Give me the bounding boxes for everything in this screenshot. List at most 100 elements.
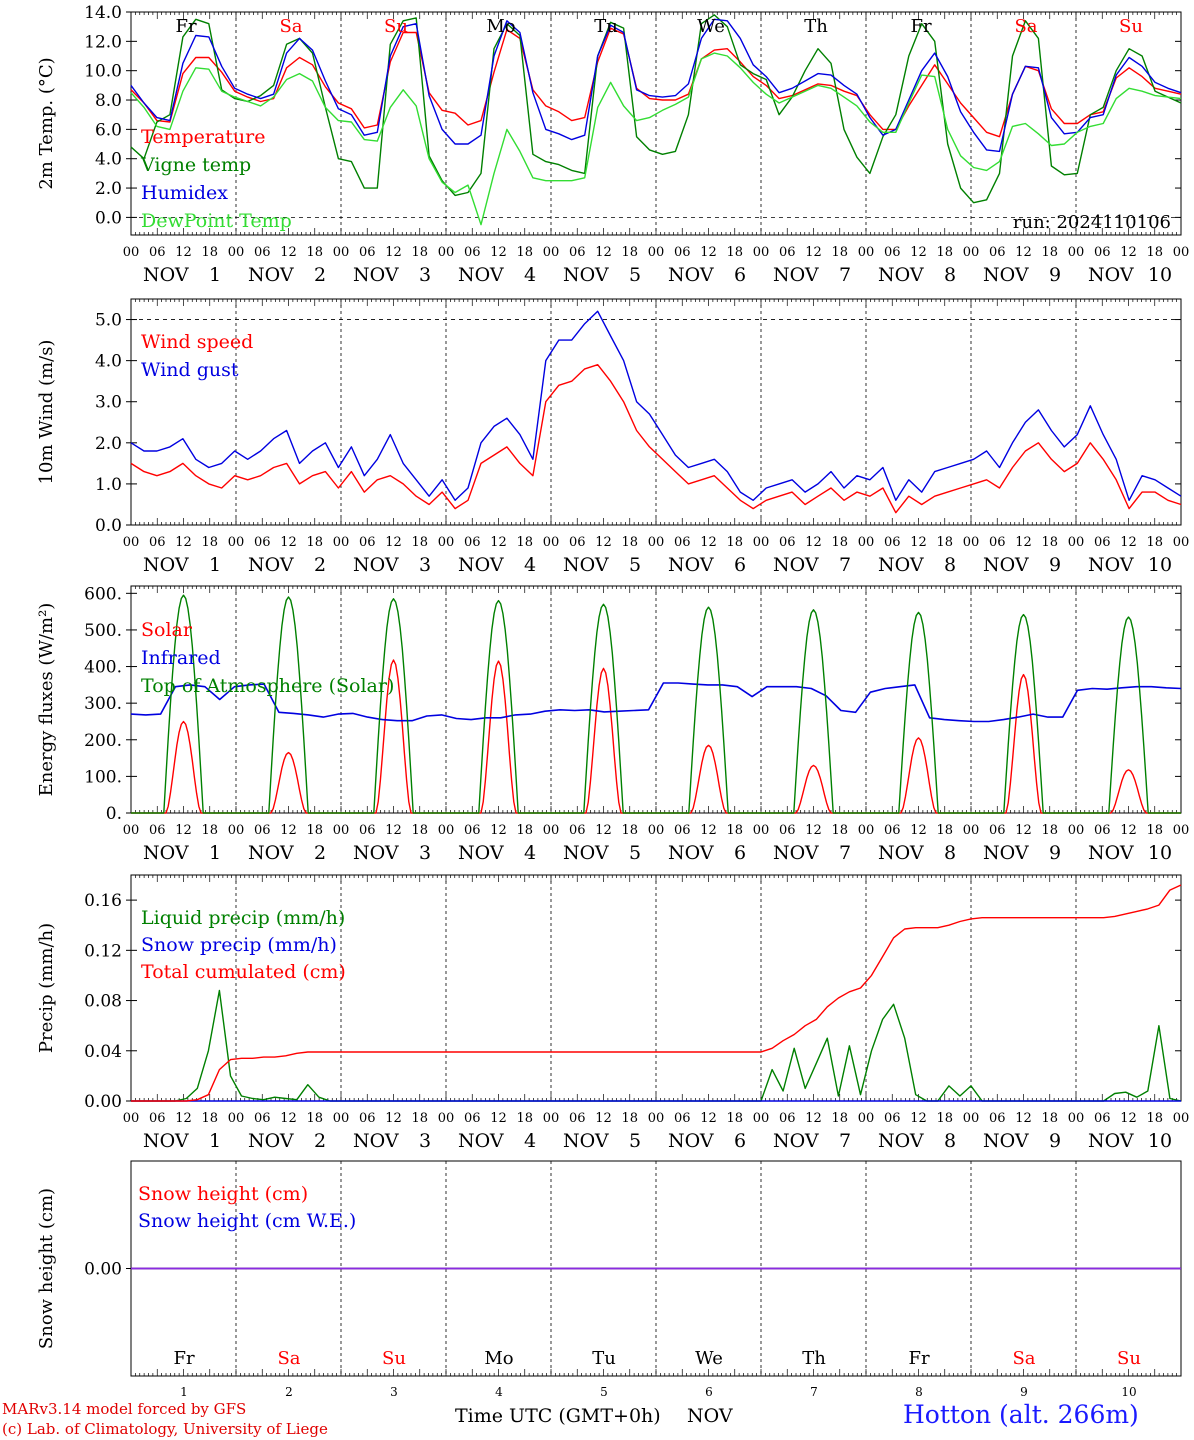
hour-tick-label: 18 [936,1111,953,1126]
month-label: NOV [1088,554,1134,576]
y-tick-label: 400. [84,658,122,678]
y-tick-label: 300. [84,694,122,714]
month-label: NOV [878,554,924,576]
day-number-label: 1 [209,842,221,864]
hour-tick-label: 18 [831,245,848,260]
hour-tick-label: 12 [700,1111,717,1126]
x-axis-title: Time UTC (GMT+0h) [455,1405,661,1427]
day-number-label: 1 [209,1130,221,1152]
hour-tick-label: 06 [884,535,901,550]
day-number-label: 1 [209,264,221,286]
hour-tick-label: 12 [700,535,717,550]
hour-tick-label: 00 [543,1111,560,1126]
legend-entry: Humidex [141,182,228,204]
hour-tick-label: 06 [359,245,376,260]
legend-entry: Vigne temp [140,154,251,176]
series-line-total-cumulated-cm- [131,884,1182,1102]
hour-tick-label: 00 [753,245,770,260]
hour-tick-label: 00 [438,823,455,838]
hour-tick-label: 00 [228,823,245,838]
day-number-label: 5 [600,1385,608,1399]
hour-tick-label: 18 [1041,245,1058,260]
hour-tick-label: 00 [543,245,560,260]
legend-entry: Snow height (cm W.E.) [138,1210,356,1232]
hour-tick-label: 00 [333,245,350,260]
hour-tick-label: 00 [438,245,455,260]
hour-tick-label: 12 [595,1111,612,1126]
day-number-label: 4 [495,1385,503,1399]
day-number-label: 8 [944,554,956,576]
month-label: NOV [983,1130,1029,1152]
hour-tick-label: 00 [123,823,140,838]
day-number-label: 10 [1121,1385,1136,1399]
hour-tick-label: 18 [831,1111,848,1126]
y-tick-label: 1.0 [95,475,122,495]
day-number-label: 5 [629,264,641,286]
hour-tick-label: 12 [490,1111,507,1126]
month-label: NOV [248,264,294,286]
hour-tick-label: 06 [359,1111,376,1126]
day-name-label: Fr [908,1348,929,1369]
y-tick-label: 0.0 [95,516,122,536]
hour-tick-label: 12 [595,245,612,260]
hour-tick-label: 18 [411,245,428,260]
day-name-label: We [697,16,725,37]
month-label: NOV [983,264,1029,286]
hour-tick-label: 18 [726,245,743,260]
hour-tick-label: 12 [1015,1111,1032,1126]
hour-tick-label: 12 [805,535,822,550]
hour-tick-label: 12 [1120,535,1137,550]
day-name-label: Th [804,16,828,37]
y-tick-label: 0.00 [84,1260,122,1280]
month-label: NOV [353,264,399,286]
hour-tick-label: 06 [779,245,796,260]
y-axis-label: 10m Wind (m/s) [36,340,57,485]
location-label: Hotton (alt. 266m) [903,1400,1139,1429]
series-line-wind-speed [130,364,1182,514]
y-tick-label: 5.0 [95,311,122,331]
hour-tick-label: 12 [385,1111,402,1126]
hour-tick-label: 18 [726,823,743,838]
month-label: NOV [1088,842,1134,864]
y-tick-label: 0.0 [95,208,122,228]
hour-tick-label: 12 [280,245,297,260]
day-number-label: 2 [285,1385,293,1399]
day-name-label: Su [384,16,408,37]
day-number-label: 3 [390,1385,398,1399]
month-label: NOV [143,264,189,286]
month-label: NOV [1088,264,1134,286]
hour-tick-label: 18 [306,535,323,550]
hour-tick-label: 06 [359,823,376,838]
hour-tick-label: 12 [175,535,192,550]
hour-tick-label: 18 [516,1111,533,1126]
hour-tick-label: 18 [831,823,848,838]
hour-tick-label: 00 [1173,535,1190,550]
series-line-vigne-temp [130,14,1182,204]
hour-tick-label: 06 [674,1111,691,1126]
hour-tick-label: 12 [280,823,297,838]
hour-tick-label: 12 [805,245,822,260]
y-tick-label: 4.0 [95,150,122,170]
hour-tick-label: 18 [306,1111,323,1126]
hour-tick-label: 12 [175,245,192,260]
hour-tick-label: 18 [516,245,533,260]
day-number-label: 9 [1049,264,1061,286]
panel-precip [126,874,1182,1102]
day-number-label: 3 [419,1130,431,1152]
hour-tick-label: 06 [569,1111,586,1126]
hour-tick-label: 18 [936,245,953,260]
month-label: NOV [563,554,609,576]
hour-tick-label: 12 [175,823,192,838]
hour-tick-label: 12 [490,823,507,838]
day-number-label: 2 [314,554,326,576]
hour-tick-label: 18 [726,535,743,550]
y-tick-label: 8.0 [95,91,122,111]
month-label: NOV [563,1130,609,1152]
hour-tick-label: 00 [543,535,560,550]
hour-tick-label: 12 [595,823,612,838]
hour-tick-label: 18 [726,1111,743,1126]
y-tick-label: 2.0 [95,434,122,454]
legend-entry: Total cumulated (cm) [141,961,346,983]
legend-entry: Snow precip (mm/h) [141,934,337,956]
hour-tick-label: 06 [569,823,586,838]
